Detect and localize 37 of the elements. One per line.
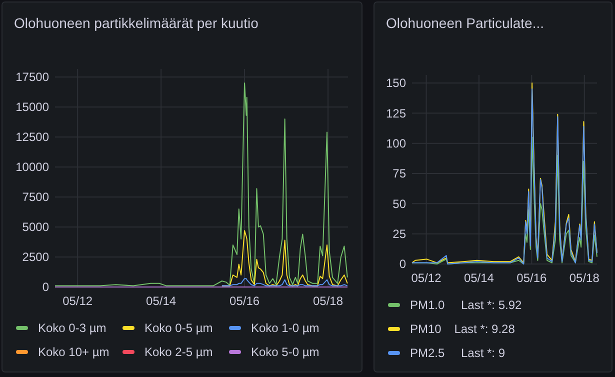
x-tick-label: 05/14 <box>464 271 494 285</box>
x-tick-label: 05/12 <box>62 294 93 308</box>
x-tick-label: 05/14 <box>146 294 176 308</box>
y-tick-label: 150 <box>386 76 406 90</box>
text: Last *: 9.28 <box>454 322 516 336</box>
legend-label: Koko 1-0 µm <box>251 321 320 335</box>
x-tick-label: 05/12 <box>411 271 442 285</box>
legend-label: Koko 0-5 µm <box>144 321 213 335</box>
y-tick-label: 25 <box>392 227 406 242</box>
y-tick-label: 5000 <box>22 220 50 234</box>
text: Last *: 9 <box>461 346 506 360</box>
x-tick-label: 05/18 <box>312 294 344 308</box>
x-tick-label: 05/16 <box>516 271 548 285</box>
chart-title: Olohuoneen Particulate... <box>386 15 544 31</box>
y-tick-label: 75 <box>392 166 406 181</box>
y-tick-label: 125 <box>386 106 406 120</box>
x-tick-label: 05/16 <box>230 294 260 308</box>
y-tick-label: 100 <box>386 136 406 151</box>
legend-label: PM2.5 <box>410 346 446 360</box>
y-tick-label: 17500 <box>16 70 50 84</box>
y-tick-label: 50 <box>392 196 406 211</box>
x-tick-label: 05/18 <box>569 271 600 285</box>
y-tick-label: 2500 <box>22 250 50 264</box>
y-tick-label: 10000 <box>16 160 50 174</box>
text: Last *: 5.92 <box>461 298 522 312</box>
chart-title: Olohuoneen partikkelimäärät per kuutio <box>14 15 259 31</box>
y-tick-label: 0 <box>399 257 406 272</box>
legend-label: PM10 <box>410 322 442 336</box>
y-tick-label: 15000 <box>16 100 50 114</box>
y-tick-label: 0 <box>42 280 50 294</box>
y-tick-label: 7500 <box>22 190 50 204</box>
legend-label: Koko 5-0 µm <box>251 345 320 359</box>
legend-label: Koko 0-3 µm <box>38 321 106 335</box>
legend-label: PM1.0 <box>410 298 446 312</box>
legend-label: Koko 2-5 µm <box>144 345 213 359</box>
y-tick-label: 12500 <box>16 130 50 144</box>
legend-label: Koko 10+ µm <box>38 345 110 359</box>
